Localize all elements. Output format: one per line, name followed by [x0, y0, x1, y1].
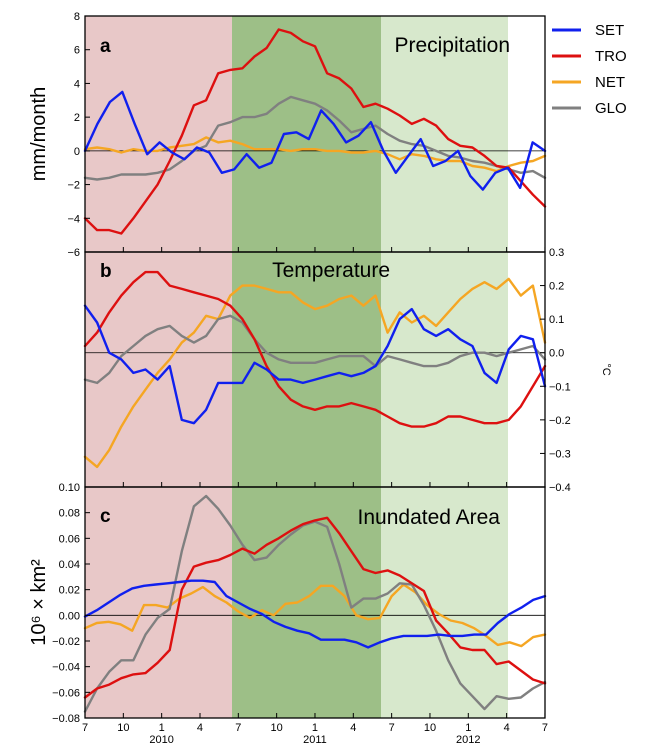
legend-label: NET	[595, 74, 625, 91]
series-net-line	[83, 583, 547, 648]
x-tick-label: 4	[350, 722, 356, 734]
x-tick-label: 10	[271, 722, 283, 734]
y-tick-label: 0.2	[549, 281, 564, 293]
y-tick-label: −0.4	[549, 482, 571, 494]
series-set-line	[83, 90, 547, 191]
x-tick-label: 7	[82, 722, 88, 734]
y-axis-label: 10⁶ × km²	[28, 559, 50, 646]
x-tick-label: 10	[117, 722, 129, 734]
y-tick-label: 4	[74, 78, 80, 90]
legend-label: GLO	[595, 100, 627, 117]
x-tick-label: 7	[542, 722, 548, 734]
x-tick-label: 10	[424, 722, 436, 734]
y-tick-label: 2	[74, 112, 80, 124]
y-tick-label: 0.00	[59, 610, 80, 622]
y-tick-label: 0.10	[59, 482, 80, 494]
y-tick-label: −0.1	[549, 381, 571, 393]
x-tick-label: 7	[389, 722, 395, 734]
x-year-label: 2012	[456, 734, 480, 744]
y-tick-label: −0.04	[52, 662, 80, 674]
legend: SET TRO NET GLO	[552, 22, 627, 117]
series-net-line	[83, 136, 547, 173]
panel-letter: b	[100, 261, 112, 282]
y-axis-label: mm/month	[28, 87, 50, 181]
series-set-line	[83, 304, 547, 425]
period-shade-2	[232, 16, 381, 718]
x-tick-label: 1	[159, 722, 165, 734]
x-tick-label: 1	[312, 722, 318, 734]
period-shade-1	[85, 16, 232, 718]
panel-title: Inundated Area	[358, 506, 501, 529]
panel-title: Temperature	[272, 259, 390, 282]
series-set-line	[83, 579, 547, 649]
y-tick-label: 8	[74, 11, 80, 23]
y-tick-label: 6	[74, 45, 80, 57]
x-tick-label: 4	[504, 722, 510, 734]
y-tick-label: −2	[67, 180, 80, 192]
series-glo-line	[83, 95, 547, 181]
series-tro-line	[83, 28, 547, 235]
y-tick-label: −0.3	[549, 448, 571, 460]
legend-label: TRO	[595, 48, 627, 65]
panel-b: −0.4 −0.3 −0.2 −0.1 0.0 0.1 0.2 0.3 b Temperature…	[83, 247, 612, 494]
period-shade-3	[381, 16, 508, 718]
panel-letter: a	[100, 36, 111, 57]
x-tick-label: 4	[197, 722, 203, 734]
legend-item-set: SET	[552, 22, 624, 39]
series-tro-line	[83, 270, 547, 428]
y-tick-label: −4	[67, 213, 80, 225]
y-tick-label: −0.06	[52, 687, 80, 699]
panel-a: −6 −4 −2 0 2 4 6 8 a Precipitation mm/month	[28, 11, 547, 259]
series-net-line	[83, 277, 547, 469]
panel-c: −0.08 −0.06 −0.04 −0.02 0.00 0.02 0.04 0.06 0.08…	[28, 482, 547, 725]
y-tick-label: −0.2	[549, 415, 571, 427]
y-tick-label: 0.06	[59, 533, 80, 545]
y-tick-label: 0.02	[59, 585, 80, 597]
legend-item-glo: GLO	[552, 100, 627, 117]
y-tick-label: 0.04	[59, 559, 80, 571]
series-glo-line	[83, 314, 547, 385]
y-tick-label: 0.3	[549, 247, 564, 259]
x-tick-label: 7	[235, 722, 241, 734]
y-tick-label: 0.08	[59, 508, 80, 520]
y-tick-label: −6	[67, 247, 80, 259]
legend-label: SET	[595, 22, 624, 39]
y-tick-label: −0.08	[52, 713, 80, 725]
x-tick-label: 1	[465, 722, 471, 734]
y-axis-label: °C	[600, 363, 612, 375]
y-tick-label: 0	[74, 146, 80, 158]
panel-letter: c	[100, 506, 111, 527]
y-tick-label: 0.1	[549, 314, 564, 326]
y-tick-label: −0.02	[52, 636, 80, 648]
x-year-label: 2011	[303, 734, 327, 744]
x-year-label: 2010	[149, 734, 173, 744]
period-shading	[85, 16, 508, 718]
y-tick-label: 0.0	[549, 348, 564, 360]
legend-item-net: NET	[552, 74, 625, 91]
panel-title: Precipitation	[394, 34, 510, 57]
x-axis: 7 10 1 4 7 10 1 4 7 10 1 4 7 2010 2011 2012	[82, 722, 548, 744]
legend-item-tro: TRO	[552, 48, 627, 65]
series-tro-line	[83, 516, 547, 699]
